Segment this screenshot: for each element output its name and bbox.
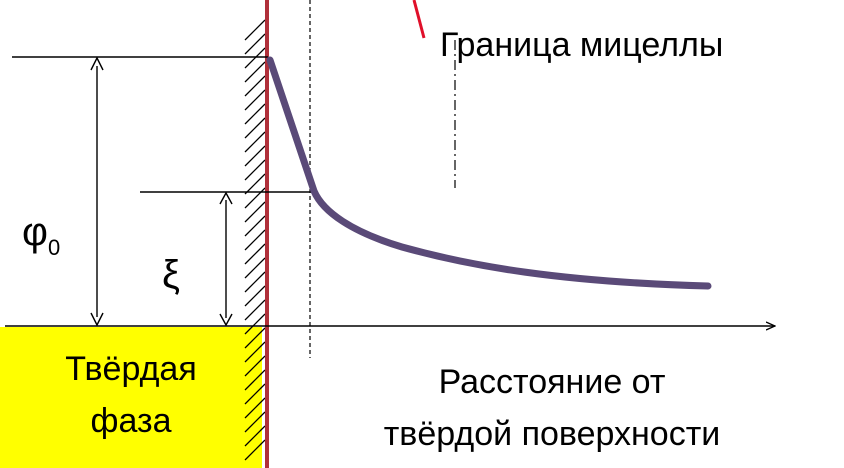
hatch-stroke (244, 355, 266, 377)
hatch-stroke (244, 439, 266, 461)
solid-phase-box (0, 327, 262, 468)
hatch-stroke (244, 285, 266, 307)
hatch-stroke (244, 383, 266, 405)
potential-curve (266, 56, 712, 290)
hatch-stroke (244, 145, 266, 167)
xi-label: ξ (162, 253, 180, 297)
hatch-stroke (244, 131, 266, 153)
hatch-stroke (244, 229, 266, 251)
hatch-stroke (244, 159, 266, 181)
hatch-stroke (244, 411, 266, 433)
hatch-stroke (244, 19, 266, 41)
hatch-stroke (244, 117, 266, 139)
hatch-stroke (244, 425, 266, 447)
hatch-stroke (244, 89, 266, 111)
hatch-stroke (244, 243, 266, 265)
hatch-stroke (244, 173, 266, 195)
hatch-stroke (244, 341, 266, 363)
hatch-stroke (244, 215, 266, 237)
phi0-symbol: φ (22, 210, 48, 254)
hatch-stroke (244, 33, 266, 55)
hatch-stroke (244, 257, 266, 279)
distance-label-line1: Расстояние от (439, 363, 666, 401)
hatch-stroke (244, 75, 266, 97)
solid-phase-label-line2: фаза (91, 402, 172, 440)
surface-hatching (244, 19, 266, 461)
micelle-boundary-label: Граница мицеллы (440, 26, 723, 64)
hatch-stroke (244, 313, 266, 335)
micelle-boundary-pointer (412, 0, 426, 39)
hatch-stroke (244, 103, 266, 125)
hatch-stroke (244, 327, 266, 349)
solid-phase-label-line1: Твёрдая (65, 350, 197, 388)
hatch-stroke (244, 397, 266, 419)
hatch-stroke (244, 299, 266, 321)
phi0-label: φ0 (22, 210, 60, 260)
hatch-stroke (244, 61, 266, 83)
hatch-stroke (244, 47, 266, 69)
phi0-subscript: 0 (48, 235, 60, 260)
hatch-stroke (244, 201, 266, 223)
hatch-stroke (244, 369, 266, 391)
distance-label-line2: твёрдой поверхности (384, 415, 721, 453)
hatch-stroke (244, 271, 266, 293)
